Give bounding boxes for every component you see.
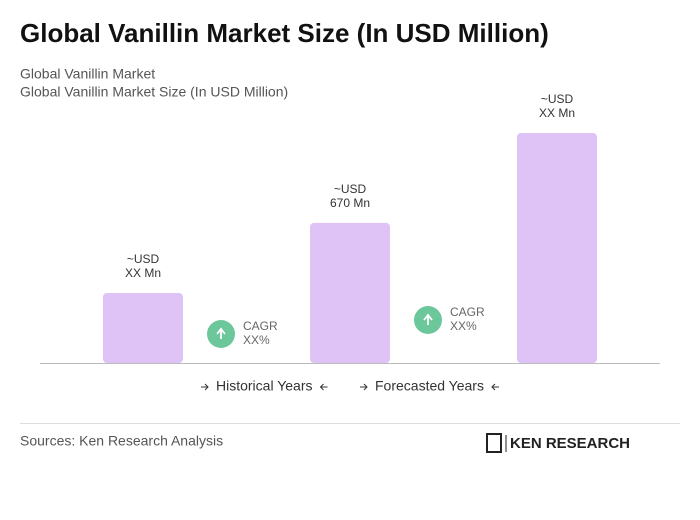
cagr-label: CAGR	[243, 319, 278, 333]
logo-text: KEN RESEARCH	[510, 435, 630, 452]
bar	[517, 133, 597, 363]
bar	[310, 222, 390, 363]
value-label: XX Mn	[125, 266, 161, 280]
legend-arrow	[201, 383, 209, 391]
legend-label: Forecasted Years	[375, 378, 484, 394]
value-label: ~USD	[541, 92, 574, 106]
legend-arrow	[491, 383, 499, 391]
chart-title: Global Vanillin Market Size (In USD Mill…	[20, 18, 549, 48]
value-label: XX Mn	[539, 106, 575, 120]
value-label: ~USD	[334, 182, 367, 196]
cagr-label: XX%	[243, 333, 270, 347]
legend-label: Historical Years	[216, 378, 313, 394]
source: Sources: Ken Research Analysis	[20, 433, 223, 449]
value-label: 670 Mn	[330, 196, 370, 210]
cagr-label: XX%	[450, 319, 477, 333]
cagr-arrow	[216, 327, 226, 339]
cagr-label: CAGR	[450, 305, 485, 319]
subtitle: Global Vanillin Market Size (In USD Mill…	[20, 84, 288, 100]
cagr-arrow	[423, 313, 433, 325]
legend-arrow	[360, 383, 368, 391]
bar	[103, 292, 183, 363]
subtitle: Global Vanillin Market	[20, 66, 155, 82]
value-label: ~USD	[127, 252, 160, 266]
logo-icon	[486, 433, 502, 453]
legend-arrow	[319, 383, 328, 391]
logo: KEN RESEARCH	[486, 433, 630, 453]
